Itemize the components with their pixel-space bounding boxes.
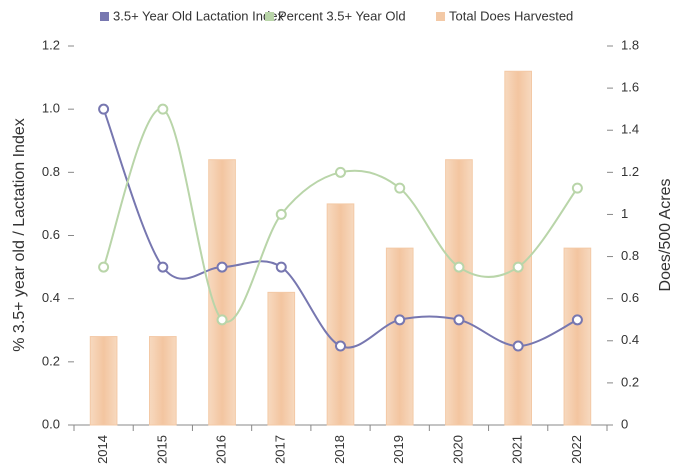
y-tick-label: 1.0 [42,101,60,116]
point [571,182,583,194]
legend-swatch [100,12,109,21]
y-axis-label: % 3.5+ year old / Lactation Index [11,118,28,351]
point [394,182,406,194]
x-tick-label: 2017 [273,435,288,464]
point [571,314,583,326]
x-tick-label: 2015 [154,435,169,464]
bar [208,159,236,426]
bar [149,336,177,426]
bar [504,70,532,426]
bar [326,203,355,426]
y2-tick-label: 0 [621,416,628,431]
x-tick-label: 2018 [332,435,347,464]
point [335,340,346,352]
x-tick-label: 2020 [450,435,465,464]
point [453,261,465,273]
point [275,208,287,220]
point [512,340,524,352]
y-tick-label: 1.2 [42,37,60,52]
y-tick-label: 0.8 [42,164,60,179]
bar [385,247,414,426]
y2-tick-label: 1.2 [621,164,639,179]
y2-axis-label: Does/500 Acres [657,179,674,292]
bar [563,247,592,426]
x-tick-label: 2016 [213,435,228,464]
point [512,261,524,273]
point [98,103,110,115]
y-tick-label: 0.6 [42,227,60,242]
point [216,314,228,326]
bar [89,336,118,426]
x-tick-label: 2022 [569,435,584,464]
point [157,261,169,273]
y2-tick-label: 1.4 [621,122,639,137]
x-tick-label: 2019 [391,435,406,464]
x-tick-label: 2021 [510,435,525,464]
point [335,166,346,178]
legend-label: 3.5+ Year Old Lactation Index [113,8,284,23]
point [453,314,465,326]
y-tick-label: 0.0 [42,416,60,431]
y2-tick-label: 0.2 [621,374,639,389]
y2-tick-label: 0.6 [621,290,639,305]
y2-tick-label: 1.6 [621,80,639,95]
legend-label: Total Does Harvested [449,8,573,23]
y-tick-label: 0.4 [42,290,60,305]
point [157,103,169,115]
bar [445,159,473,426]
point [394,314,406,326]
point [216,261,228,273]
bar [267,291,296,426]
y-tick-label: 0.2 [42,353,60,368]
legend-swatch [436,12,445,21]
point [98,261,110,273]
x-tick-label: 2014 [95,435,110,464]
point [275,261,287,273]
y2-tick-label: 1 [621,206,628,221]
legend-label: Percent 3.5+ Year Old [278,8,406,23]
y2-tick-label: 1.8 [621,37,639,52]
legend-swatch [265,12,274,21]
y2-tick-label: 0.8 [621,248,639,263]
y2-tick-label: 0.4 [621,332,639,347]
